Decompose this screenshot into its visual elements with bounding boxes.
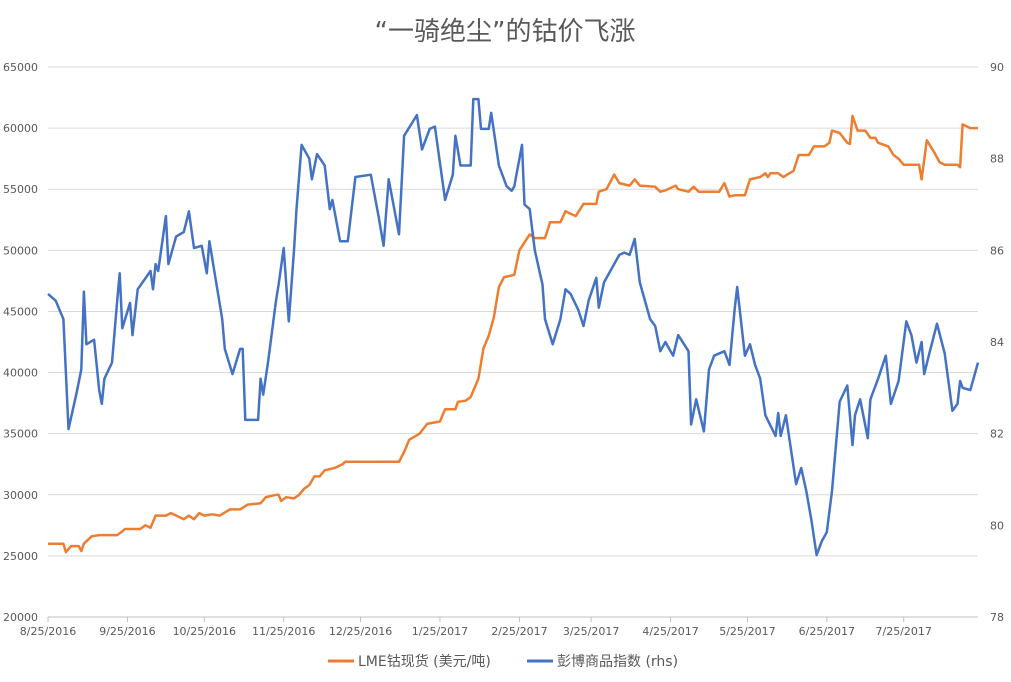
x-tick-label: 2/25/2017 <box>491 625 547 638</box>
y-left-tick-label: 30000 <box>3 489 38 502</box>
y-left-tick-label: 55000 <box>3 183 38 196</box>
y-right-tick-label: 88 <box>990 153 1004 166</box>
y-left-tick-label: 60000 <box>3 122 38 135</box>
x-tick-label: 12/25/2016 <box>329 625 392 638</box>
x-tick-label: 5/25/2017 <box>719 625 775 638</box>
y-left-tick-label: 50000 <box>3 244 38 257</box>
x-tick-label: 11/25/2016 <box>252 625 315 638</box>
y-left-tick-label: 20000 <box>3 611 38 624</box>
y-left-tick-label: 45000 <box>3 305 38 318</box>
chart-title: “一骑绝尘”的钴价飞涨 <box>375 17 636 47</box>
y-right-tick-label: 86 <box>990 244 1004 257</box>
y-left-tick-label: 25000 <box>3 550 38 563</box>
y-right-tick-label: 80 <box>990 519 1004 532</box>
series-lines <box>47 97 980 557</box>
x-tick-label: 7/25/2017 <box>875 625 931 638</box>
x-tick-label: 6/25/2017 <box>799 625 855 638</box>
x-tick-label: 10/25/2016 <box>173 625 236 638</box>
y-left-tick-label: 40000 <box>3 367 38 380</box>
y-right-tick-label: 82 <box>990 428 1004 441</box>
x-tick-label: 4/25/2017 <box>642 625 698 638</box>
series-line-bloomberg-index <box>47 97 980 557</box>
x-tick-label: 3/25/2017 <box>563 625 619 638</box>
x-axis: 8/25/2016 9/25/2016 10/25/2016 11/25/2016 12… <box>20 616 978 638</box>
y-right-tick-label: 78 <box>990 611 1004 624</box>
y-left-tick-label: 65000 <box>3 61 38 74</box>
y-right-tick-label: 90 <box>990 61 1004 74</box>
y-left-tick-label: 35000 <box>3 428 38 441</box>
x-tick-label: 8/25/2016 <box>20 625 76 638</box>
gridlines <box>48 66 978 618</box>
legend: LME钴现货 (美元/吨) 彭博商品指数 (rhs) <box>328 653 678 670</box>
legend-label-bcom: 彭博商品指数 (rhs) <box>557 653 678 670</box>
x-tick-label: 9/25/2016 <box>99 625 155 638</box>
legend-label-lme: LME钴现货 (美元/吨) <box>358 653 491 670</box>
y-axis-left: 20000 25000 30000 35000 40000 45000 50000 55000… <box>3 61 38 624</box>
y-axis-right: 78 80 82 84 86 88 90 <box>990 61 1004 624</box>
y-right-tick-label: 84 <box>990 336 1004 349</box>
x-tick-label: 1/25/2017 <box>412 625 468 638</box>
series-line-lme-cobalt <box>48 114 978 554</box>
